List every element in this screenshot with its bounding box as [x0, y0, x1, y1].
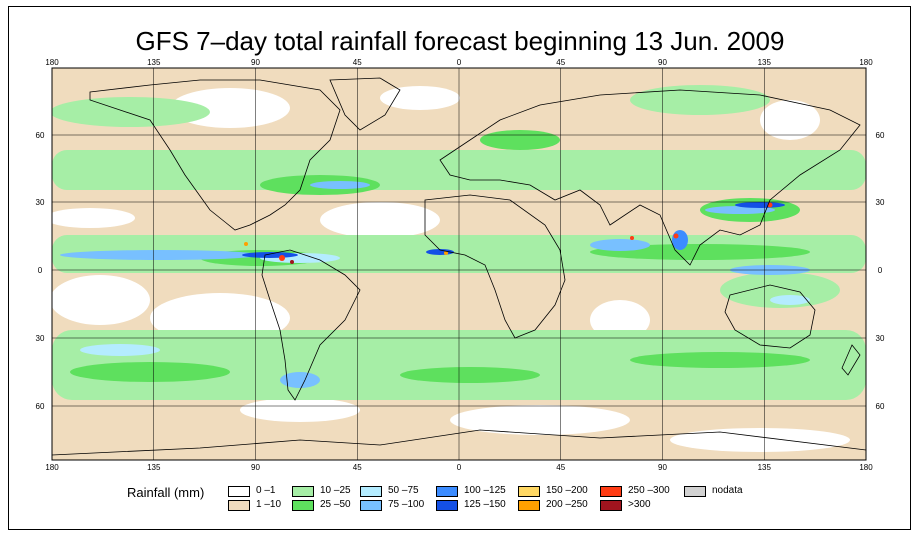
- legend-label: nodata: [712, 485, 743, 496]
- legend-label: 100 –125: [464, 485, 506, 496]
- africa-outline: [424, 194, 566, 339]
- lon-tick: 135: [758, 463, 772, 472]
- legend-label: 25 –50: [320, 499, 351, 510]
- lat-tick: 0: [38, 266, 43, 275]
- lon-tick: 90: [251, 463, 260, 472]
- lon-tick: 180: [45, 58, 59, 67]
- lon-ticks-bottom: 180 135 90 45 0 45 90 135 180: [45, 463, 873, 472]
- legend-label: 1 –10: [256, 499, 282, 510]
- lon-tick: 135: [147, 58, 161, 67]
- legend-label: 75 –100: [388, 499, 425, 510]
- rainfall-field: [52, 68, 866, 460]
- lat-ticks-left: 60 30 0 30 60: [36, 131, 45, 411]
- lon-tick: 90: [658, 463, 667, 472]
- antarctica-outline: [52, 429, 866, 456]
- lat-tick: 30: [36, 198, 45, 207]
- legend-label: 150 –200: [546, 485, 588, 496]
- australia-outline: [724, 284, 816, 349]
- lon-tick: 180: [45, 463, 59, 472]
- legend-label: 250 –300: [628, 485, 670, 496]
- lon-tick: 0: [457, 58, 462, 67]
- lat-ticks-right: 60 30 0 30 60: [876, 131, 885, 411]
- lon-tick: 135: [758, 58, 772, 67]
- eurasia-outline: [439, 89, 861, 266]
- lat-tick: 60: [876, 131, 885, 140]
- figure-frame: [8, 6, 911, 530]
- lat-tick: 0: [878, 266, 883, 275]
- lon-tick: 135: [147, 463, 161, 472]
- legend-swatch: [684, 486, 706, 497]
- legend-swatch: [436, 500, 458, 511]
- legend-swatch: [436, 486, 458, 497]
- legend-swatch: [228, 500, 250, 511]
- coastlines: [52, 77, 866, 456]
- legend-swatch: [518, 486, 540, 497]
- legend-swatch: [600, 486, 622, 497]
- lon-tick: 90: [251, 58, 260, 67]
- legend-swatch: [518, 500, 540, 511]
- legend-label: 0 –1: [256, 485, 276, 496]
- legend-title: Rainfall (mm): [127, 485, 205, 500]
- legend-label: 125 –150: [464, 499, 506, 510]
- rain-100-plus-patches: [242, 202, 785, 264]
- north-america-outline: [89, 79, 341, 231]
- lat-tick: 30: [36, 334, 45, 343]
- lon-tick: 180: [859, 58, 873, 67]
- lon-tick: 45: [353, 463, 362, 472]
- greenland-outline: [329, 77, 401, 131]
- graticule: [52, 68, 866, 460]
- legend-swatch: [292, 486, 314, 497]
- legend-label: 200 –250: [546, 499, 588, 510]
- legend-label: 50 –75: [388, 485, 419, 496]
- lon-ticks-top: 180 135 90 45 0 45 90 135 180: [45, 58, 873, 67]
- legend-swatch: [292, 500, 314, 511]
- legend-swatch: [360, 500, 382, 511]
- lon-tick: 45: [353, 58, 362, 67]
- lon-tick: 0: [457, 463, 462, 472]
- map-border: [51, 67, 867, 461]
- lon-tick: 45: [556, 463, 565, 472]
- lat-tick: 30: [876, 198, 885, 207]
- legend-swatch: [600, 500, 622, 511]
- legend-label: 10 –25: [320, 485, 351, 496]
- lat-tick: 30: [876, 334, 885, 343]
- lat-tick: 60: [876, 402, 885, 411]
- legend-label: >300: [628, 499, 651, 510]
- new-zealand-outline: [841, 344, 861, 376]
- lon-tick: 180: [859, 463, 873, 472]
- legend-swatch: [228, 486, 250, 497]
- legend-swatch: [360, 486, 382, 497]
- map-title: GFS 7–day total rainfall forecast beginn…: [135, 26, 785, 56]
- lon-tick: 45: [556, 58, 565, 67]
- south-america-outline: [261, 249, 361, 401]
- lat-tick: 60: [36, 131, 45, 140]
- lon-tick: 90: [658, 58, 667, 67]
- lat-tick: 60: [36, 402, 45, 411]
